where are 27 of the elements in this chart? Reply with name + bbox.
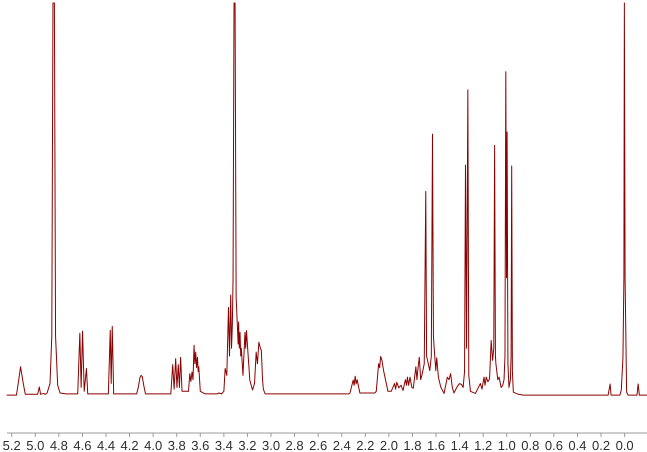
x-tick-label: 2.2 — [356, 438, 374, 452]
x-tick-label: 0.0 — [616, 438, 634, 452]
x-tick-label: 2.8 — [286, 438, 304, 452]
x-tick-label: 2.0 — [380, 438, 398, 452]
x-tick-label: 1.0 — [498, 438, 516, 452]
x-tick-label: 4.4 — [96, 438, 116, 452]
x-tick-label: 3.2 — [238, 438, 256, 452]
x-tick-label: 0.8 — [521, 438, 540, 452]
x-tick-label: 2.4 — [332, 438, 351, 452]
x-tick-label: 4.6 — [73, 438, 92, 452]
x-tick-label: 4.8 — [50, 438, 68, 452]
x-tick-label: 0.4 — [568, 438, 586, 452]
x-tick-label: 4.2 — [120, 438, 139, 452]
x-tick-label: 1.4 — [450, 438, 469, 452]
x-tick-label: 1.8 — [403, 438, 422, 452]
x-tick-label: 4.0 — [144, 438, 162, 452]
x-tick-label: 5.2 — [2, 438, 21, 452]
x-tick-label: 3.6 — [191, 438, 210, 452]
x-tick-label: 5.0 — [26, 438, 44, 452]
x-tick-label: 3.4 — [214, 438, 233, 452]
x-tick-label: 3.0 — [262, 438, 280, 452]
x-tick-label: 1.2 — [474, 438, 492, 452]
x-tick-label: 3.8 — [168, 438, 186, 452]
x-tick-label: 0.6 — [544, 438, 563, 452]
x-tick-label: 0.2 — [592, 438, 610, 452]
x-tick-label: 1.6 — [426, 438, 446, 452]
x-tick-label: 2.6 — [309, 438, 328, 452]
